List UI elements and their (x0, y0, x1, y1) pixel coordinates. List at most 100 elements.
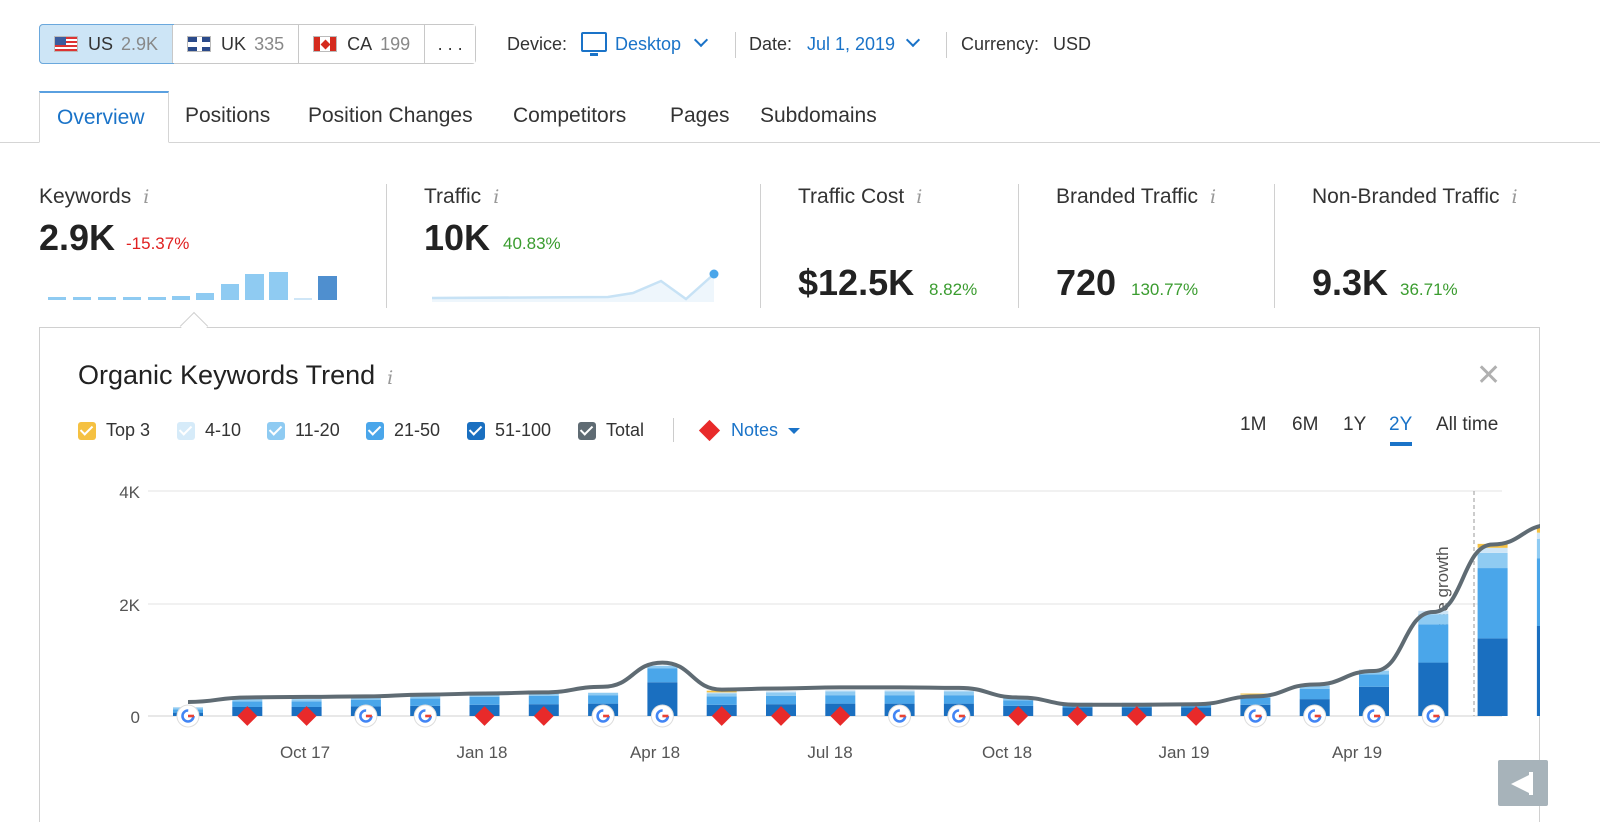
date-dropdown[interactable]: Jul 1, 2019 (807, 34, 896, 54)
device-dropdown[interactable]: Desktop (615, 34, 682, 54)
info-icon[interactable]: i (387, 367, 394, 389)
bar-segment[interactable] (1240, 698, 1271, 705)
bar-segment[interactable] (1418, 614, 1449, 625)
bar-segment[interactable] (1418, 624, 1449, 663)
bar-segment[interactable] (1240, 693, 1271, 695)
bar-segment[interactable] (1536, 538, 1540, 559)
bar-segment[interactable] (588, 692, 619, 693)
bar-segment[interactable] (825, 691, 856, 696)
period-all-time[interactable]: All time (1436, 414, 1499, 435)
bar-segment[interactable] (647, 665, 678, 669)
chevron-down-icon[interactable] (693, 32, 709, 48)
info-icon[interactable]: i (1511, 186, 1518, 208)
bar-segment[interactable] (884, 690, 915, 692)
bar-segment[interactable] (825, 690, 856, 692)
bar-segment[interactable] (825, 695, 856, 704)
bar-segment[interactable] (1536, 532, 1540, 539)
tab-competitors[interactable]: Competitors (513, 104, 627, 127)
info-icon[interactable]: i (143, 186, 150, 208)
legend-21-50[interactable]: 21-50 (366, 420, 440, 441)
bar-segment[interactable] (1299, 685, 1330, 689)
tab-pages[interactable]: Pages (670, 104, 730, 127)
info-icon[interactable]: i (1210, 186, 1217, 208)
bar-segment[interactable] (588, 695, 619, 704)
info-icon[interactable]: i (493, 186, 500, 208)
bar-segment[interactable] (647, 668, 678, 683)
bar-segment[interactable] (410, 696, 441, 699)
checkbox-icon[interactable] (578, 421, 596, 440)
bar-segment[interactable] (350, 697, 381, 700)
notes-dropdown[interactable]: Notes (698, 419, 801, 442)
bar-segment[interactable] (469, 694, 500, 697)
bar-segment[interactable] (1359, 674, 1389, 687)
bar-segment[interactable] (350, 699, 381, 707)
bar-segment[interactable] (706, 692, 737, 694)
legend-top-3[interactable]: Top 3 (78, 420, 150, 441)
legend-11-20[interactable]: 11-20 (267, 420, 340, 441)
bar-segment[interactable] (1003, 700, 1034, 706)
note-diamond-icon[interactable] (296, 706, 317, 726)
traffic-metric-label[interactable]: Traffic i (424, 185, 499, 209)
note-diamond-icon[interactable] (1126, 706, 1147, 726)
bar-segment[interactable] (1536, 626, 1540, 716)
bar-segment[interactable] (766, 691, 796, 693)
chevron-down-icon[interactable] (905, 32, 921, 48)
bar-segment[interactable] (232, 699, 263, 702)
tab-overview[interactable]: Overview (39, 91, 169, 143)
legend-4-10[interactable]: 4-10 (177, 420, 241, 441)
bar-segment[interactable] (1477, 547, 1508, 553)
bar-segment[interactable] (706, 696, 737, 705)
bar-segment[interactable] (528, 693, 559, 696)
bar-segment[interactable] (766, 692, 796, 696)
bar-segment[interactable] (706, 693, 737, 697)
feedback-megaphone-icon[interactable] (1498, 760, 1548, 806)
period-1m[interactable]: 1M (1240, 414, 1267, 435)
bar-segment[interactable] (291, 699, 322, 702)
period-2y[interactable]: 2Y (1389, 414, 1413, 435)
legend-51-100[interactable]: 51-100 (467, 420, 551, 441)
bar-segment[interactable] (1477, 638, 1508, 716)
bar-segment[interactable] (1299, 689, 1330, 700)
tab-subdomains[interactable]: Subdomains (760, 104, 877, 127)
bar-segment[interactable] (647, 665, 678, 666)
checkbox-icon[interactable] (177, 421, 195, 440)
bar-segment[interactable] (410, 698, 441, 706)
non-branded-traffic-metric-label[interactable]: Non-Branded Traffic i (1312, 185, 1518, 209)
bar-segment[interactable] (943, 695, 974, 704)
legend-total[interactable]: Total (578, 420, 644, 441)
bar-segment[interactable] (528, 695, 559, 705)
checkbox-icon[interactable] (267, 421, 285, 440)
bar-segment[interactable] (1536, 527, 1540, 533)
info-icon[interactable]: i (916, 186, 923, 208)
period-6m[interactable]: 6M (1292, 414, 1319, 435)
checkbox-icon[interactable] (78, 421, 96, 440)
branded-traffic-metric-label[interactable]: Branded Traffic i (1056, 185, 1216, 209)
more-databases-button[interactable]: . . . (425, 25, 476, 63)
tab-positions[interactable]: Positions (185, 104, 271, 127)
database-us-button[interactable]: US 2.9K (38, 24, 175, 64)
bar-segment[interactable] (232, 701, 263, 707)
bar-segment[interactable] (884, 691, 915, 696)
bar-segment[interactable] (766, 695, 796, 705)
database-ca-button[interactable]: CA 199 (299, 25, 426, 63)
note-diamond-icon[interactable] (474, 706, 495, 726)
traffic-cost-metric-label[interactable]: Traffic Cost i (798, 185, 922, 209)
period-1y[interactable]: 1Y (1343, 414, 1367, 435)
database-uk-button[interactable]: UK 335 (173, 25, 300, 63)
keywords-metric-label[interactable]: Keywords i (39, 185, 149, 209)
tab-position-changes[interactable]: Position Changes (308, 104, 473, 127)
bar-segment[interactable] (1477, 568, 1508, 639)
bar-segment[interactable] (943, 690, 974, 692)
bar-segment[interactable] (884, 695, 915, 704)
note-diamond-icon[interactable] (1186, 706, 1206, 726)
bar-segment[interactable] (1477, 552, 1508, 569)
close-icon[interactable]: ✕ (1476, 359, 1502, 392)
note-diamond-icon[interactable] (1067, 706, 1088, 726)
bar-segment[interactable] (469, 696, 500, 705)
bar-segment[interactable] (943, 691, 974, 696)
bar-segment[interactable] (588, 692, 619, 696)
checkbox-icon[interactable] (467, 421, 485, 440)
bar-segment[interactable] (291, 701, 322, 707)
checkbox-icon[interactable] (366, 421, 384, 440)
bar-segment[interactable] (1536, 558, 1540, 627)
